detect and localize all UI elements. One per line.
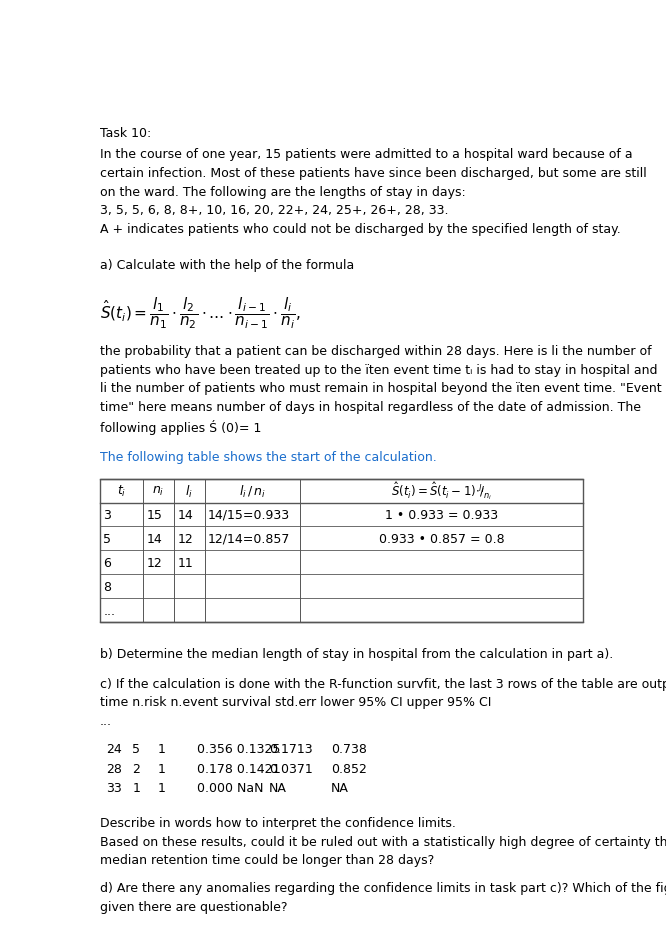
Text: The following table shows the start of the calculation.: The following table shows the start of t… [100,451,436,464]
Text: 0.356 0.1325: 0.356 0.1325 [197,743,280,755]
Text: 14: 14 [147,532,162,545]
Text: 1 • 0.933 = 0.933: 1 • 0.933 = 0.933 [385,508,498,522]
Text: ...: ... [103,605,115,617]
Text: $l_i$: $l_i$ [185,483,193,499]
Text: 5: 5 [133,743,141,755]
Text: Task 10:: Task 10: [100,127,151,140]
Bar [100,479,583,623]
Text: 0.0371: 0.0371 [269,762,313,775]
Text: patients who have been treated up to the ïten event time tᵢ is had to stay in ho: patients who have been treated up to the… [100,363,657,376]
Text: 1: 1 [158,782,166,795]
Text: 8: 8 [103,580,111,593]
Text: 2: 2 [133,762,140,775]
Text: $n_i$: $n_i$ [152,485,165,498]
Text: $\hat{S}(t_i) = \dfrac{l_1}{n_1} \cdot \dfrac{l_2}{n_2} \cdot\ldots\cdot \dfrac{: $\hat{S}(t_i) = \dfrac{l_1}{n_1} \cdot \… [100,296,301,331]
Text: time n.risk n.event survival std.err lower 95% CI upper 95% CI: time n.risk n.event survival std.err low… [100,696,491,708]
Text: d) Are there any anomalies regarding the confidence limits in task part c)? Whic: d) Are there any anomalies regarding the… [100,882,666,895]
Text: b) Determine the median length of stay in hospital from the calculation in part : b) Determine the median length of stay i… [100,647,613,660]
Text: 28: 28 [107,762,123,775]
Text: 14: 14 [177,508,193,522]
Text: 12: 12 [177,532,193,545]
Text: 0.1713: 0.1713 [269,743,313,755]
Text: Based on these results, could it be ruled out with a statistically high degree o: Based on these results, could it be rule… [100,835,666,848]
Text: 0.000 NaN: 0.000 NaN [197,782,263,795]
Text: NA: NA [269,782,287,795]
Text: 0.852: 0.852 [331,762,367,775]
Text: $\hat{S}(t_i)= \hat{S}(t_i - 1){\cdot}^{l_i}\!\!/_{n_i}$: $\hat{S}(t_i)= \hat{S}(t_i - 1){\cdot}^{… [391,480,492,502]
Text: 12/14=0.857: 12/14=0.857 [208,532,290,545]
Text: 0.738: 0.738 [331,743,367,755]
Text: li the number of patients who must remain in hospital beyond the ïten event time: li the number of patients who must remai… [100,382,661,395]
Text: In the course of one year, 15 patients were admitted to a hospital ward because : In the course of one year, 15 patients w… [100,149,633,161]
Text: 3, 5, 5, 6, 8, 8+, 10, 16, 20, 22+, 24, 25+, 26+, 28, 33.: 3, 5, 5, 6, 8, 8+, 10, 16, 20, 22+, 24, … [100,205,448,217]
Text: 33: 33 [107,782,123,795]
Text: 14/15=0.933: 14/15=0.933 [208,508,290,522]
Text: 6: 6 [103,556,111,569]
Text: 1: 1 [133,782,140,795]
Text: time" here means number of days in hospital regardless of the date of admission.: time" here means number of days in hospi… [100,401,641,413]
Text: 0.933 • 0.857 = 0.8: 0.933 • 0.857 = 0.8 [379,532,504,545]
Text: A + indicates patients who could not be discharged by the specified length of st: A + indicates patients who could not be … [100,223,621,236]
Text: the probability that a patient can be discharged within 28 days. Here is li the : the probability that a patient can be di… [100,345,651,357]
Text: NA: NA [331,782,349,795]
Text: given there are questionable?: given there are questionable? [100,901,287,913]
Text: on the ward. The following are the lengths of stay in days:: on the ward. The following are the lengt… [100,186,466,199]
Text: 3: 3 [103,508,111,522]
Text: 0.178 0.1421: 0.178 0.1421 [197,762,280,775]
Text: $t_i$: $t_i$ [117,484,126,499]
Text: $l_i\,/\,n_i$: $l_i\,/\,n_i$ [239,483,266,499]
Text: 11: 11 [177,556,193,569]
Text: ...: ... [100,714,112,727]
Text: 24: 24 [107,743,123,755]
Text: following applies Ś (0)= 1: following applies Ś (0)= 1 [100,419,261,434]
Text: 1: 1 [158,743,166,755]
Text: median retention time could be longer than 28 days?: median retention time could be longer th… [100,853,434,866]
Text: c) If the calculation is done with the R-function survfit, the last 3 rows of th: c) If the calculation is done with the R… [100,677,666,690]
Text: 1: 1 [158,762,166,775]
Text: a) Calculate with the help of the formula: a) Calculate with the help of the formul… [100,259,354,271]
Text: 5: 5 [103,532,111,545]
Text: certain infection. Most of these patients have since been discharged, but some a: certain infection. Most of these patient… [100,167,647,180]
Text: 12: 12 [147,556,162,569]
Text: Describe in words how to interpret the confidence limits.: Describe in words how to interpret the c… [100,816,456,829]
Text: 15: 15 [147,508,162,522]
